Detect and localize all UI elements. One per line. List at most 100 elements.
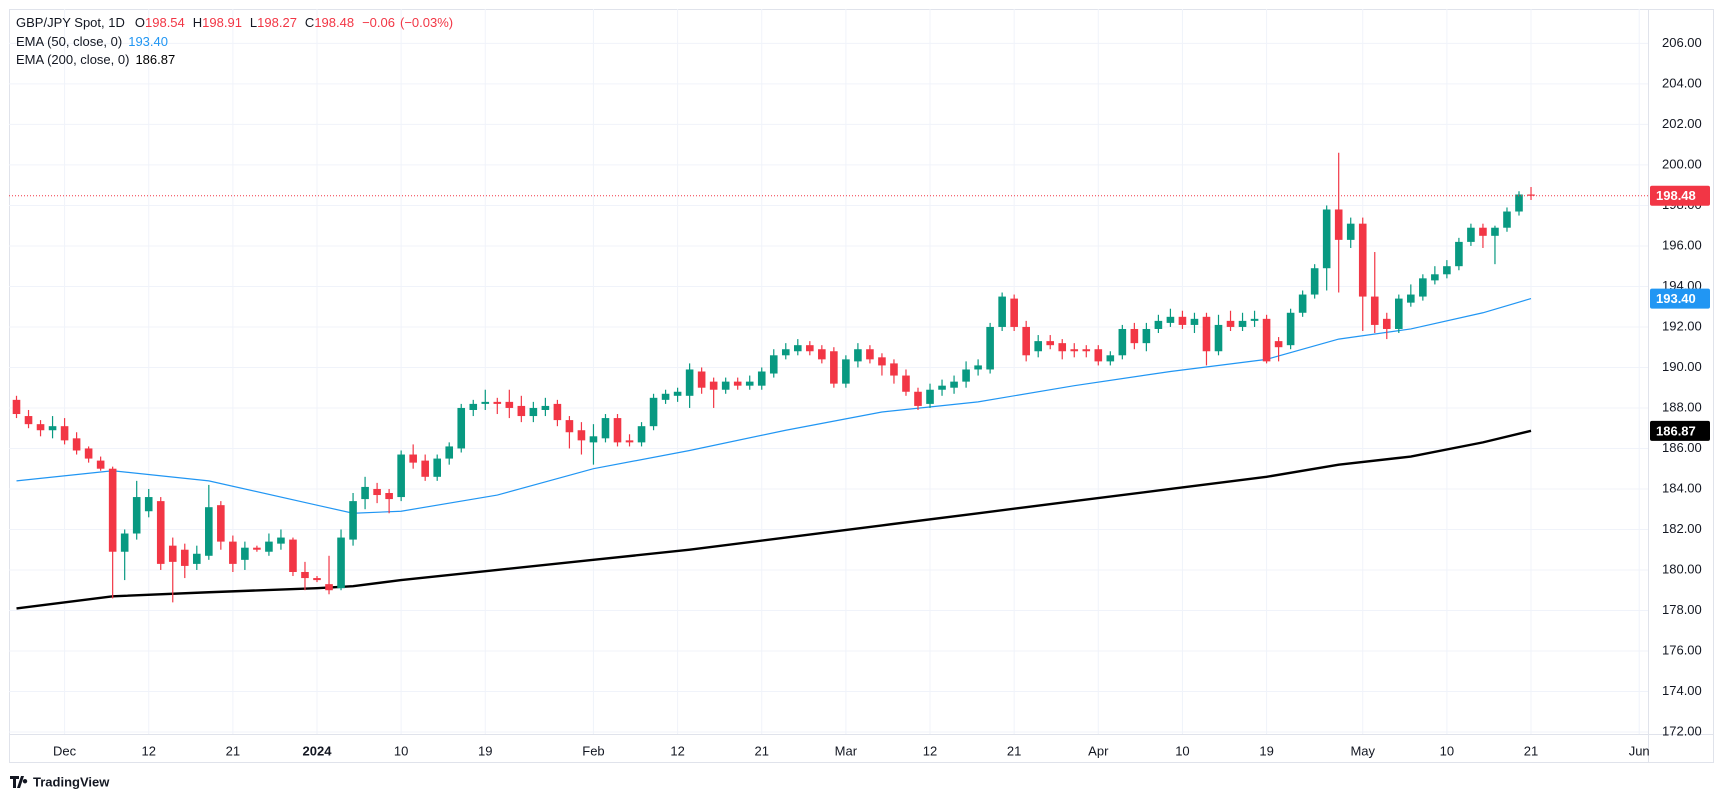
candle-body [1334, 209, 1343, 240]
candle-body [1238, 320, 1247, 327]
x-tick-label: 12 [923, 743, 937, 758]
candle-body [1190, 318, 1199, 325]
candle-body [1298, 294, 1307, 313]
candle-body [878, 357, 886, 366]
price-badge [1650, 288, 1710, 309]
y-tick-label: 172.00 [1662, 723, 1702, 738]
x-tick-label: 10 [394, 743, 408, 758]
chart-frame [9, 9, 1714, 763]
x-tick-label: 21 [226, 743, 240, 758]
candle-body [938, 385, 946, 390]
candle-body [1491, 227, 1499, 236]
candle-body [1166, 316, 1175, 323]
x-tick-label: May [1350, 743, 1375, 758]
candle-body [1274, 341, 1283, 348]
candle-body [397, 454, 405, 498]
candle-body [205, 507, 213, 556]
candle-body [1214, 324, 1223, 352]
candle-body [337, 537, 345, 589]
candle-body [1479, 227, 1487, 236]
candle-body [373, 488, 381, 496]
candle-body [1395, 298, 1403, 329]
candle-body [950, 381, 958, 388]
candle-body [781, 349, 790, 356]
candle-body [1382, 318, 1391, 329]
chart-title: GBP/JPY Spot, 1D [16, 15, 125, 30]
candle-body [1094, 349, 1103, 362]
change-value: −0.06 [362, 15, 395, 30]
candle-body [577, 430, 586, 441]
candle-body [48, 426, 57, 431]
candle-body [733, 381, 742, 386]
candle-body [313, 578, 321, 581]
price-badge [1650, 420, 1710, 441]
candle-body [613, 418, 622, 443]
candle-body [1322, 209, 1331, 269]
y-tick-label: 206.00 [1662, 35, 1702, 50]
branding-logo [10, 776, 28, 788]
candle-body [866, 349, 874, 360]
y-tick-label: 192.00 [1662, 318, 1702, 333]
legend-value: 186.87 [135, 52, 175, 67]
candle-body [661, 393, 670, 400]
candle-body [1503, 211, 1511, 228]
y-tick-label: 196.00 [1662, 237, 1702, 252]
x-tick-label: Mar [835, 743, 858, 758]
ohlc-value: 198.91 [202, 15, 242, 30]
candle-body [96, 460, 105, 469]
legend-item: EMA (200, close, 0) 186.87 [16, 52, 175, 67]
candle-body [1082, 349, 1091, 352]
price-badge-label: 193.40 [1656, 291, 1696, 306]
candle-body [830, 351, 838, 384]
x-tick-label: 10 [1440, 743, 1454, 758]
candle-body [974, 365, 982, 370]
candle-body [108, 468, 117, 552]
candle-body [962, 369, 970, 382]
candle-body [1046, 341, 1055, 346]
candle-body [277, 537, 285, 544]
candle-body [156, 501, 165, 564]
candle-body [1142, 328, 1151, 344]
x-tick-label: 2024 [303, 743, 333, 758]
y-tick-label: 202.00 [1662, 116, 1702, 131]
grid [9, 9, 1648, 734]
candle-body [1286, 312, 1295, 346]
y-tick-label: 174.00 [1662, 683, 1702, 698]
ohlc-value: 198.27 [257, 15, 297, 30]
x-tick-label: Jun [1629, 743, 1650, 758]
candle-body [890, 363, 898, 376]
candle-body [685, 369, 694, 396]
y-tick-label: 204.00 [1662, 75, 1702, 90]
candle-body [132, 497, 141, 534]
y-tick-label: 186.00 [1662, 440, 1702, 455]
candle-body [625, 440, 634, 443]
x-tick-label: 10 [1175, 743, 1189, 758]
price-badge-label: 186.87 [1656, 423, 1696, 438]
candle-body [1515, 194, 1523, 212]
candle-body [649, 397, 658, 427]
ohlc-label: O [135, 15, 145, 30]
candle-body [421, 460, 429, 477]
candle-body [794, 345, 802, 352]
candle-body [505, 401, 514, 408]
candle-body [745, 381, 754, 386]
candle-body [457, 407, 466, 449]
candle-body [902, 375, 910, 392]
candle-body [1346, 223, 1355, 240]
candle-body [1202, 316, 1211, 352]
candle-body [1250, 318, 1259, 321]
candle-body [72, 438, 81, 451]
candle-body [1419, 278, 1427, 297]
candle-body [469, 403, 478, 410]
candle-body [1443, 266, 1451, 275]
y-tick-label: 180.00 [1662, 561, 1702, 576]
ohlc-label: C [305, 15, 314, 30]
ohlc-label: H [193, 15, 202, 30]
y-tick-label: 178.00 [1662, 602, 1702, 617]
y-tick-label: 182.00 [1662, 521, 1702, 536]
candle-body [541, 405, 550, 410]
legend-header: GBP/JPY Spot, 1D O198.54 H198.91 L198.27 C19… [16, 15, 453, 30]
candle-body [1022, 326, 1030, 356]
candle-body [481, 401, 490, 404]
